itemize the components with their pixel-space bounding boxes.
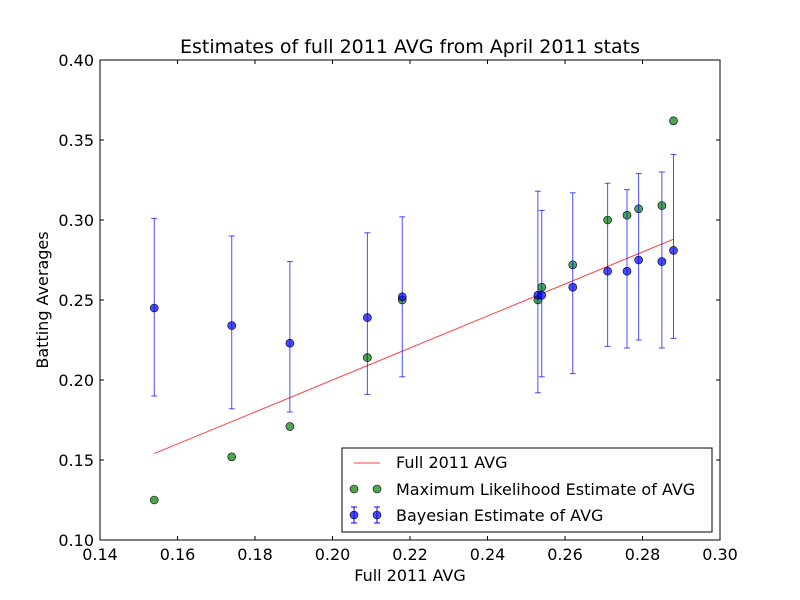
- legend-bayes-marker: [349, 510, 359, 520]
- y-tick-label: 0.25: [58, 291, 94, 310]
- x-tick-label: 0.14: [82, 545, 118, 564]
- y-tick-label: 0.30: [58, 211, 94, 230]
- bayes-point: [568, 282, 578, 292]
- bayes-point: [363, 313, 372, 322]
- legend-bayes-label: Bayesian Estimate of AVG: [396, 506, 603, 525]
- bayes-point: [397, 292, 407, 302]
- x-tick-label: 0.26: [547, 545, 583, 564]
- bayes-point: [149, 303, 159, 313]
- y-axis-label: Batting Averages: [33, 231, 52, 368]
- bayes-point: [634, 255, 643, 265]
- y-tick-label: 0.15: [58, 451, 94, 470]
- mle-point: [669, 116, 678, 126]
- bayes-point: [227, 321, 237, 330]
- legend-entry-line: Full 2011 AVG: [354, 453, 508, 472]
- mle-point: [227, 452, 237, 462]
- x-tick-label: 0.20: [315, 545, 351, 564]
- plot-area: [149, 116, 678, 505]
- y-tick-label: 0.35: [58, 131, 94, 150]
- x-tick-label: 0.28: [625, 545, 661, 564]
- y-tick-label: 0.10: [58, 531, 94, 550]
- legend-mle-marker: [349, 484, 359, 494]
- chart-title: Estimates of full 2011 AVG from April 20…: [180, 36, 640, 58]
- x-tick-label: 0.22: [392, 545, 428, 564]
- bayes-point: [657, 257, 667, 266]
- legend-bayes-marker: [372, 510, 382, 520]
- legend-mle-marker: [372, 484, 382, 494]
- y-tick-label: 0.20: [58, 371, 94, 390]
- mle-point: [149, 495, 159, 505]
- legend-box: [341, 447, 713, 533]
- legend-line-label: Full 2011 AVG: [396, 453, 508, 472]
- legend-entry-mle: Maximum Likelihood Estimate of AVG: [349, 480, 695, 499]
- bayes-point: [537, 290, 547, 300]
- y-tick-label: 0.40: [58, 51, 94, 70]
- bayes-point: [285, 338, 295, 348]
- full-avg-line: [154, 238, 674, 455]
- bayes-point: [622, 266, 632, 276]
- bayes-point: [603, 266, 612, 276]
- mle-point: [285, 422, 295, 431]
- legend-mle-label: Maximum Likelihood Estimate of AVG: [396, 480, 695, 499]
- legend-entry-bayes: Bayesian Estimate of AVG: [349, 506, 603, 525]
- bayes-point: [669, 246, 678, 255]
- x-tick-label: 0.16: [160, 545, 196, 564]
- x-tick-label: 0.30: [702, 545, 738, 564]
- x-tick-label: 0.24: [470, 545, 506, 564]
- x-axis-label: Full 2011 AVG: [354, 566, 466, 585]
- axis-ticks: 0.14 0.16 0.18 0.20 0.22 0.24 0.26 0.28 0.30 0.10…: [58, 51, 737, 564]
- legend: Full 2011 AVG Maximum Likelihood Estimat…: [341, 447, 713, 533]
- x-tick-label: 0.18: [237, 545, 273, 564]
